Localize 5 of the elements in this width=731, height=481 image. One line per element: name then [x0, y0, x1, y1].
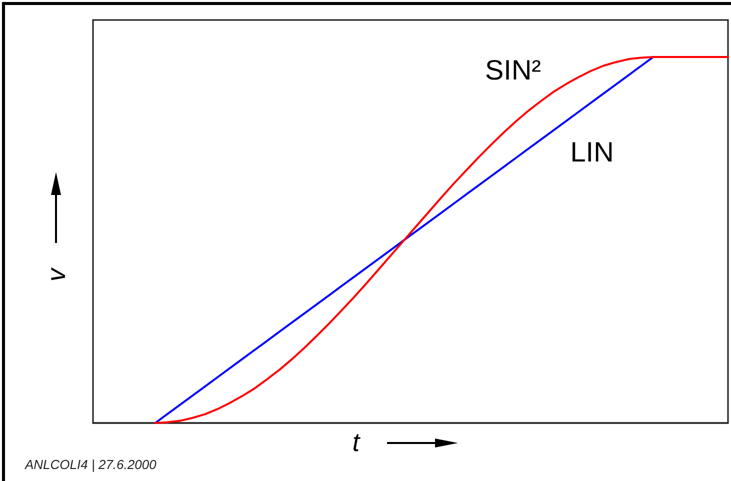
series-label: LIN — [570, 136, 614, 168]
series-label: SIN² — [485, 54, 541, 86]
text: ANLCOLI4 | 27.6.2000 — [24, 457, 158, 472]
y-axis-title: v — [41, 266, 71, 282]
x-axis-title: t — [352, 427, 362, 457]
